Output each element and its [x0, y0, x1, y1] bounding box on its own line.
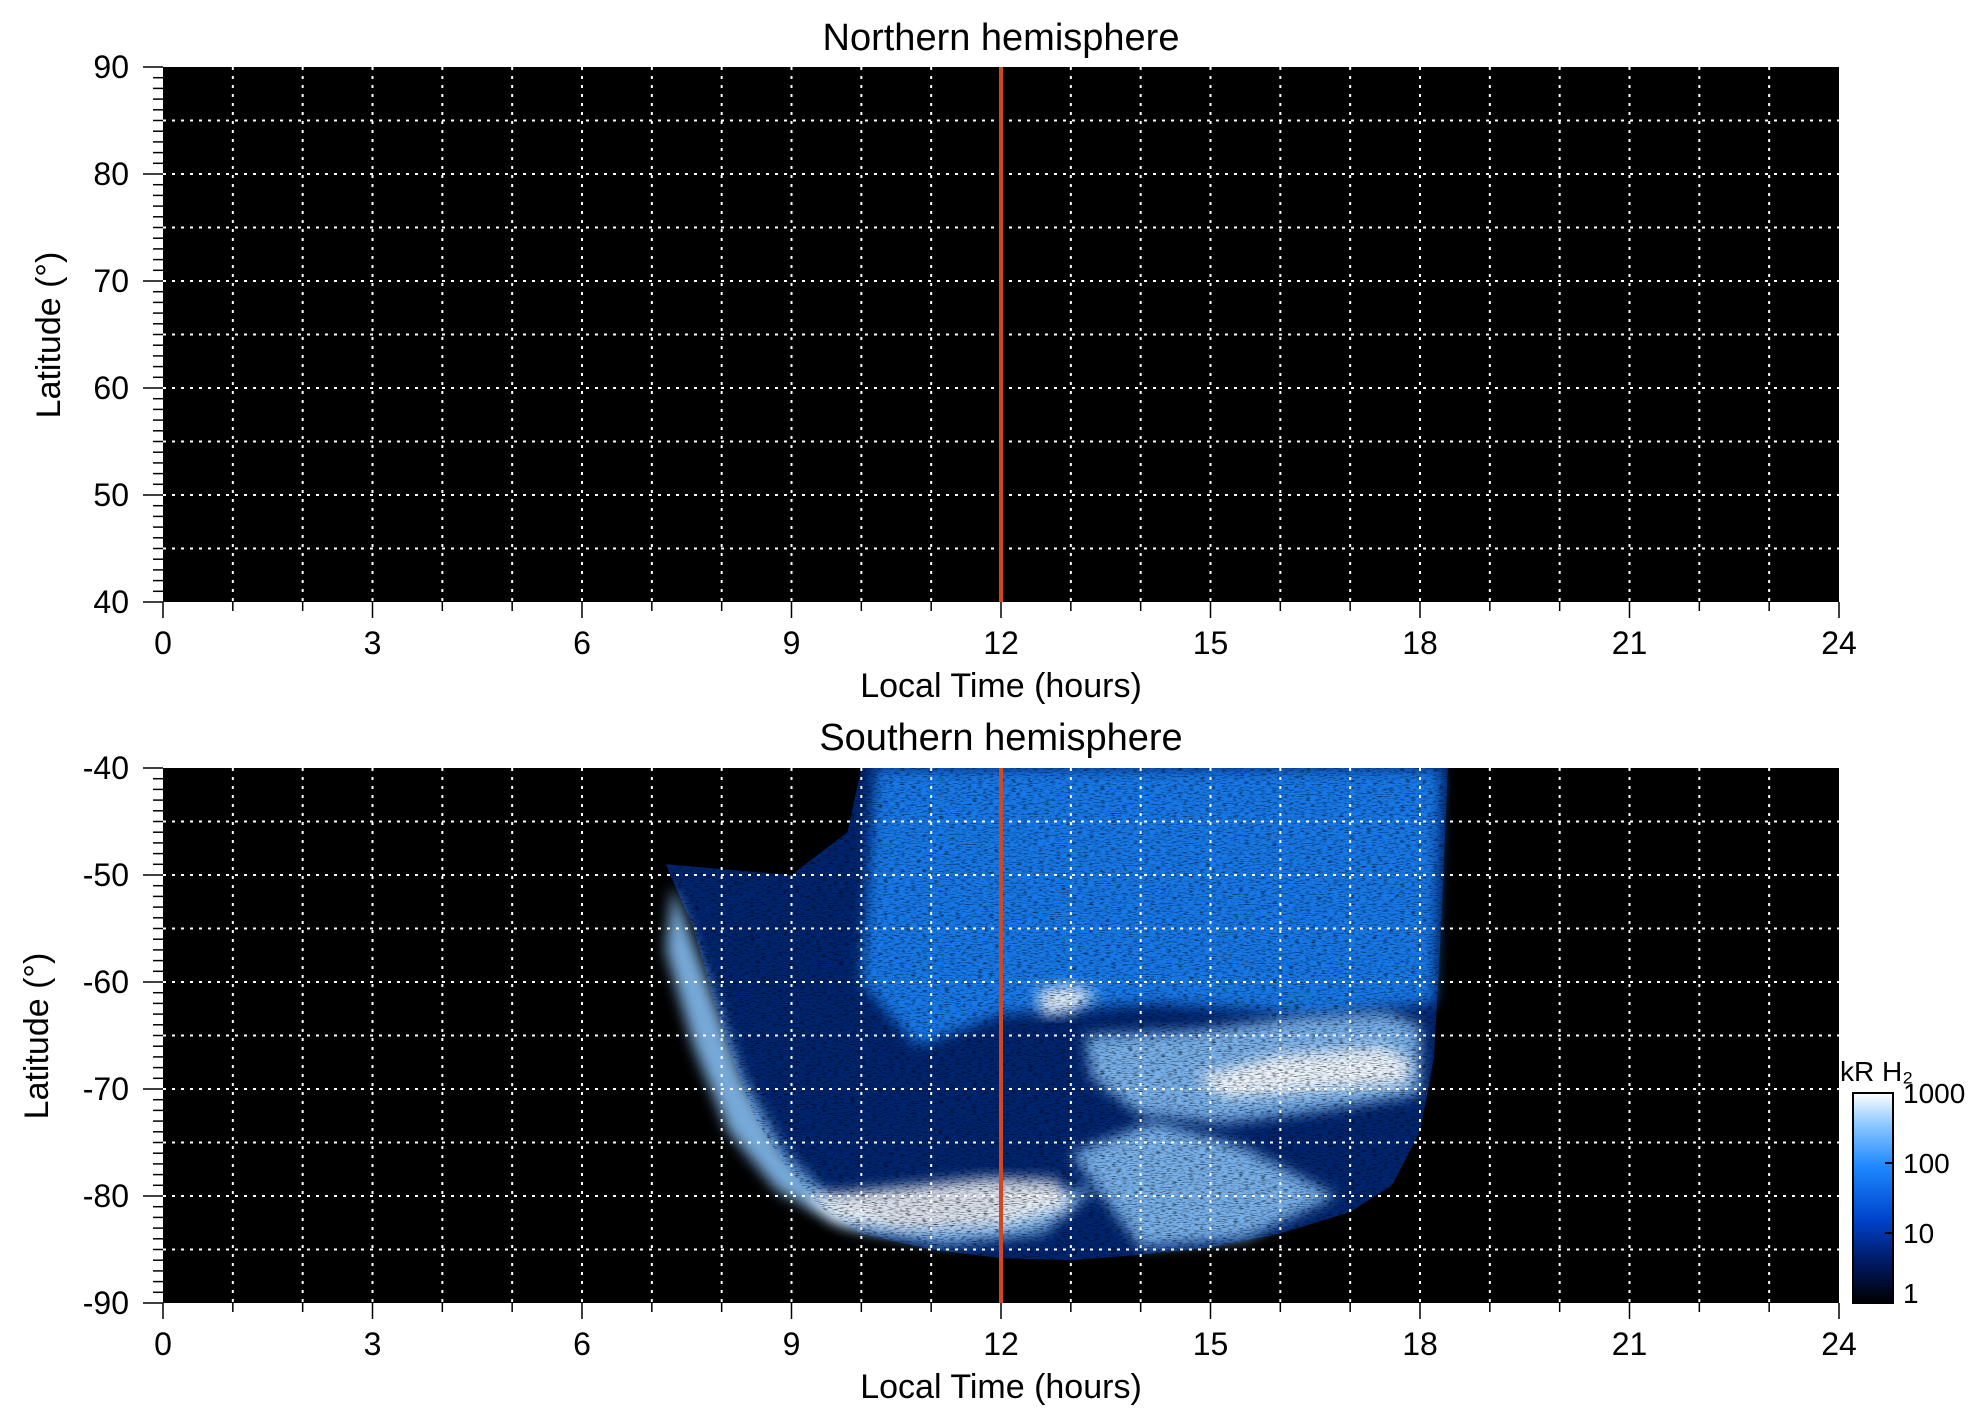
north-ytick-label: 60 [93, 370, 129, 406]
north-ytick-label: 50 [93, 477, 129, 513]
south-ytick-label: -80 [83, 1178, 129, 1214]
south-xtick-label: 0 [154, 1326, 172, 1362]
south-ytick-label: -50 [83, 857, 129, 893]
north-ytick-label: 90 [93, 49, 129, 85]
north-ytick-label: 40 [93, 584, 129, 620]
north-title: Northern hemisphere [823, 17, 1180, 59]
south-title: Southern hemisphere [819, 717, 1182, 759]
north-ytick-label: 70 [93, 263, 129, 299]
north-xtick-label: 9 [783, 625, 801, 661]
north-y-axis-label: Latitude (°) [30, 252, 68, 419]
south-xtick-label: 6 [573, 1326, 591, 1362]
north-xtick-label: 0 [154, 625, 172, 661]
north-xtick-label: 12 [983, 625, 1019, 661]
north-ytick-label: 80 [93, 156, 129, 192]
north-xtick-label: 3 [364, 625, 382, 661]
colorbar: kR H₂ 1 10 100 1000 [1840, 1056, 1965, 1309]
south-xtick-label: 24 [1821, 1326, 1857, 1362]
south-y-minor-ticks [143, 767, 1840, 1319]
south-y-ticks: -90 -80 -70 -60 -50 -40 [83, 750, 129, 1321]
south-ytick-label: -40 [83, 750, 129, 786]
north-y-ticks: 40 50 60 70 80 90 [93, 49, 129, 620]
colorbar-tick-label: 1000 [1903, 1078, 1965, 1109]
south-y-axis-label: Latitude (°) [18, 953, 56, 1120]
colorbar-gradient [1852, 1092, 1894, 1304]
south-ytick-label: -70 [83, 1071, 129, 1107]
south-xtick-label: 18 [1402, 1326, 1438, 1362]
south-xtick-label: 12 [983, 1326, 1019, 1362]
north-xtick-label: 15 [1193, 625, 1229, 661]
south-ytick-label: -90 [83, 1285, 129, 1321]
north-xtick-label: 18 [1402, 625, 1438, 661]
south-x-axis-label: Local Time (hours) [860, 1368, 1142, 1406]
colorbar-tick-label: 10 [1903, 1218, 1934, 1249]
colorbar-tick-label: 1 [1903, 1278, 1919, 1309]
south-xtick-label: 15 [1193, 1326, 1229, 1362]
colorbar-tick-label: 100 [1903, 1148, 1950, 1179]
north-xtick-label: 6 [573, 625, 591, 661]
colorbar-ticks: 1 10 100 1000 [1885, 1078, 1965, 1309]
north-x-ticks: 0 3 6 9 12 15 18 21 24 [154, 625, 1857, 661]
north-xtick-label: 21 [1612, 625, 1648, 661]
north-xtick-label: 24 [1821, 625, 1857, 661]
south-xtick-label: 3 [364, 1326, 382, 1362]
north-panel: Northern hemisphere 0 3 6 9 12 15 18 21 … [30, 17, 1857, 705]
colorbar-label: kR H₂ [1840, 1056, 1913, 1087]
dawn-oval-arc [665, 885, 1099, 1246]
south-panel: Southern hemisphere 0 3 6 9 12 15 18 21 … [18, 717, 1965, 1406]
south-xtick-label: 21 [1612, 1326, 1648, 1362]
south-x-ticks: 0 3 6 9 12 15 18 21 24 [154, 1326, 1857, 1362]
south-ytick-label: -60 [83, 964, 129, 1000]
north-y-minor-ticks [143, 66, 1840, 618]
south-xtick-label: 9 [783, 1326, 801, 1362]
north-x-axis-label: Local Time (hours) [860, 667, 1142, 705]
